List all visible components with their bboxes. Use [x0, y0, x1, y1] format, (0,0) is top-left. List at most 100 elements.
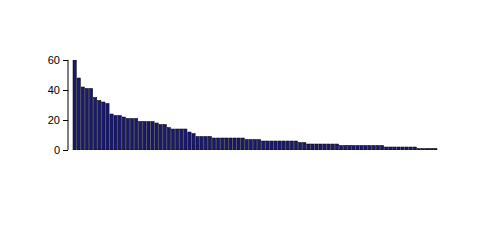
y-tick-label: 40 [48, 84, 60, 96]
y-tick-mark [63, 60, 68, 61]
bar [409, 147, 412, 150]
bar [106, 104, 109, 151]
bar [434, 149, 437, 151]
bar [118, 116, 121, 151]
bar [352, 146, 355, 151]
bar [385, 147, 388, 150]
bar [266, 141, 269, 150]
bar [360, 146, 363, 151]
bar [426, 149, 429, 151]
bar [73, 60, 76, 150]
bar [89, 89, 92, 151]
bar [339, 146, 342, 151]
bars [73, 60, 437, 150]
bar [229, 138, 232, 150]
bar [364, 146, 367, 151]
bar [77, 78, 80, 150]
bar [221, 138, 224, 150]
bar [212, 138, 215, 150]
bar [110, 114, 113, 150]
bar [335, 144, 338, 150]
bar [114, 116, 117, 151]
y-tick-label: 20 [48, 114, 60, 126]
bar [180, 129, 183, 150]
bar [159, 125, 162, 151]
bar [163, 125, 166, 151]
bar [356, 146, 359, 151]
bar [376, 146, 379, 151]
bar [262, 141, 265, 150]
bar [430, 149, 433, 151]
bar [319, 144, 322, 150]
bar [421, 149, 424, 151]
bar [401, 147, 404, 150]
bar [344, 146, 347, 151]
bar [405, 147, 408, 150]
bar [143, 122, 146, 151]
bar [331, 144, 334, 150]
bar [311, 144, 314, 150]
bar [249, 140, 252, 151]
bar [303, 143, 306, 151]
bar [286, 141, 289, 150]
bar [102, 102, 105, 150]
bar [417, 149, 420, 151]
bar [85, 89, 88, 151]
y-tick: 20 [48, 114, 68, 126]
bar [139, 122, 142, 151]
y-tick: 40 [48, 84, 68, 96]
bar [208, 137, 211, 151]
bar [315, 144, 318, 150]
y-tick: 60 [48, 54, 68, 66]
bar [393, 147, 396, 150]
y-tick-label: 60 [48, 54, 60, 66]
bar [192, 134, 195, 151]
bar [307, 144, 310, 150]
bar [368, 146, 371, 151]
bar [225, 138, 228, 150]
bar [241, 138, 244, 150]
bar [188, 132, 191, 150]
y-tick-mark [63, 150, 68, 151]
bar [151, 122, 154, 151]
bar [270, 141, 273, 150]
y-tick: 0 [54, 144, 68, 156]
bar [245, 140, 248, 151]
bar [126, 119, 129, 151]
bar [147, 122, 150, 151]
bar [389, 147, 392, 150]
bar [216, 138, 219, 150]
bar [274, 141, 277, 150]
y-tick-label: 0 [54, 144, 60, 156]
bar [278, 141, 281, 150]
bar [397, 147, 400, 150]
chart: 0 20 40 60 [0, 0, 480, 225]
bar [204, 137, 207, 151]
bar [122, 117, 125, 150]
bar [413, 147, 416, 150]
y-axis: 0 20 40 60 [48, 54, 68, 156]
bar [233, 138, 236, 150]
bar [237, 138, 240, 150]
bar [327, 144, 330, 150]
y-axis-line [68, 60, 69, 150]
y-tick-mark [63, 90, 68, 91]
bar [380, 146, 383, 151]
bar [323, 144, 326, 150]
bar [81, 87, 84, 150]
bar [155, 123, 158, 150]
bar [298, 143, 301, 151]
bar [184, 129, 187, 150]
bar [175, 129, 178, 150]
bar [372, 146, 375, 151]
bar [253, 140, 256, 151]
bar [200, 137, 203, 151]
bar [294, 141, 297, 150]
bar [348, 146, 351, 151]
bar [93, 98, 96, 151]
bar [134, 119, 137, 151]
bar [196, 137, 199, 151]
bar [130, 119, 133, 151]
bar [171, 129, 174, 150]
bar [167, 128, 170, 151]
